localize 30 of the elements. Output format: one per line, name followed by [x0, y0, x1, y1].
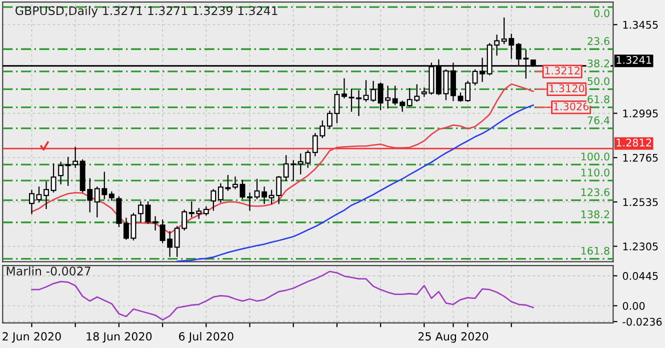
annotation: 100.0 — [581, 152, 610, 160]
chart-title: GBPUSD,Daily 1.3271 1.3271 1.3239 1.3241 — [16, 6, 278, 18]
ref-line-label: 1.3120 — [550, 84, 584, 92]
annotation: 0.0 — [594, 9, 610, 18]
y-tick-label: 1.2765 — [623, 154, 658, 162]
ref-line-label: 1.3241 — [616, 56, 652, 64]
annotation: 76.4 — [588, 116, 610, 124]
annotation: 50.0 — [588, 77, 610, 86]
annotation: 161.8 — [581, 246, 610, 255]
x-tick-label: 2 Jun 2020 — [2, 332, 61, 343]
y-tick-label: 1.2535 — [623, 198, 658, 206]
x-tick-label: 25 Aug 2020 — [418, 332, 488, 343]
annotation: 23.6 — [588, 37, 610, 46]
chart-title: Marlin -0.0027 — [6, 266, 90, 276]
ref-line-label: 1.3026 — [554, 102, 589, 110]
y-tick-label: 0.0445 — [622, 272, 658, 280]
y-tick-label: -0.0236 — [622, 318, 662, 326]
ref-line-label: 1.2812 — [616, 138, 651, 147]
y-tick-label: 1.3455 — [623, 20, 658, 29]
annotation: 38.2 — [588, 59, 610, 68]
annotation: 61.8 — [588, 95, 610, 104]
annotation: 110.0 — [581, 168, 610, 176]
x-tick-label: 6 Jul 2020 — [179, 332, 234, 343]
y-tick-label: 1.2305 — [623, 242, 658, 250]
annotation: 138.2 — [581, 210, 610, 218]
annotation: 123.6 — [581, 188, 610, 196]
y-tick-label: 0.00 — [622, 302, 645, 310]
x-tick-label: 18 Jun 2020 — [86, 332, 152, 343]
y-tick-label: 1.2995 — [623, 110, 658, 118]
ref-line-label: 1.3212 — [545, 66, 580, 74]
